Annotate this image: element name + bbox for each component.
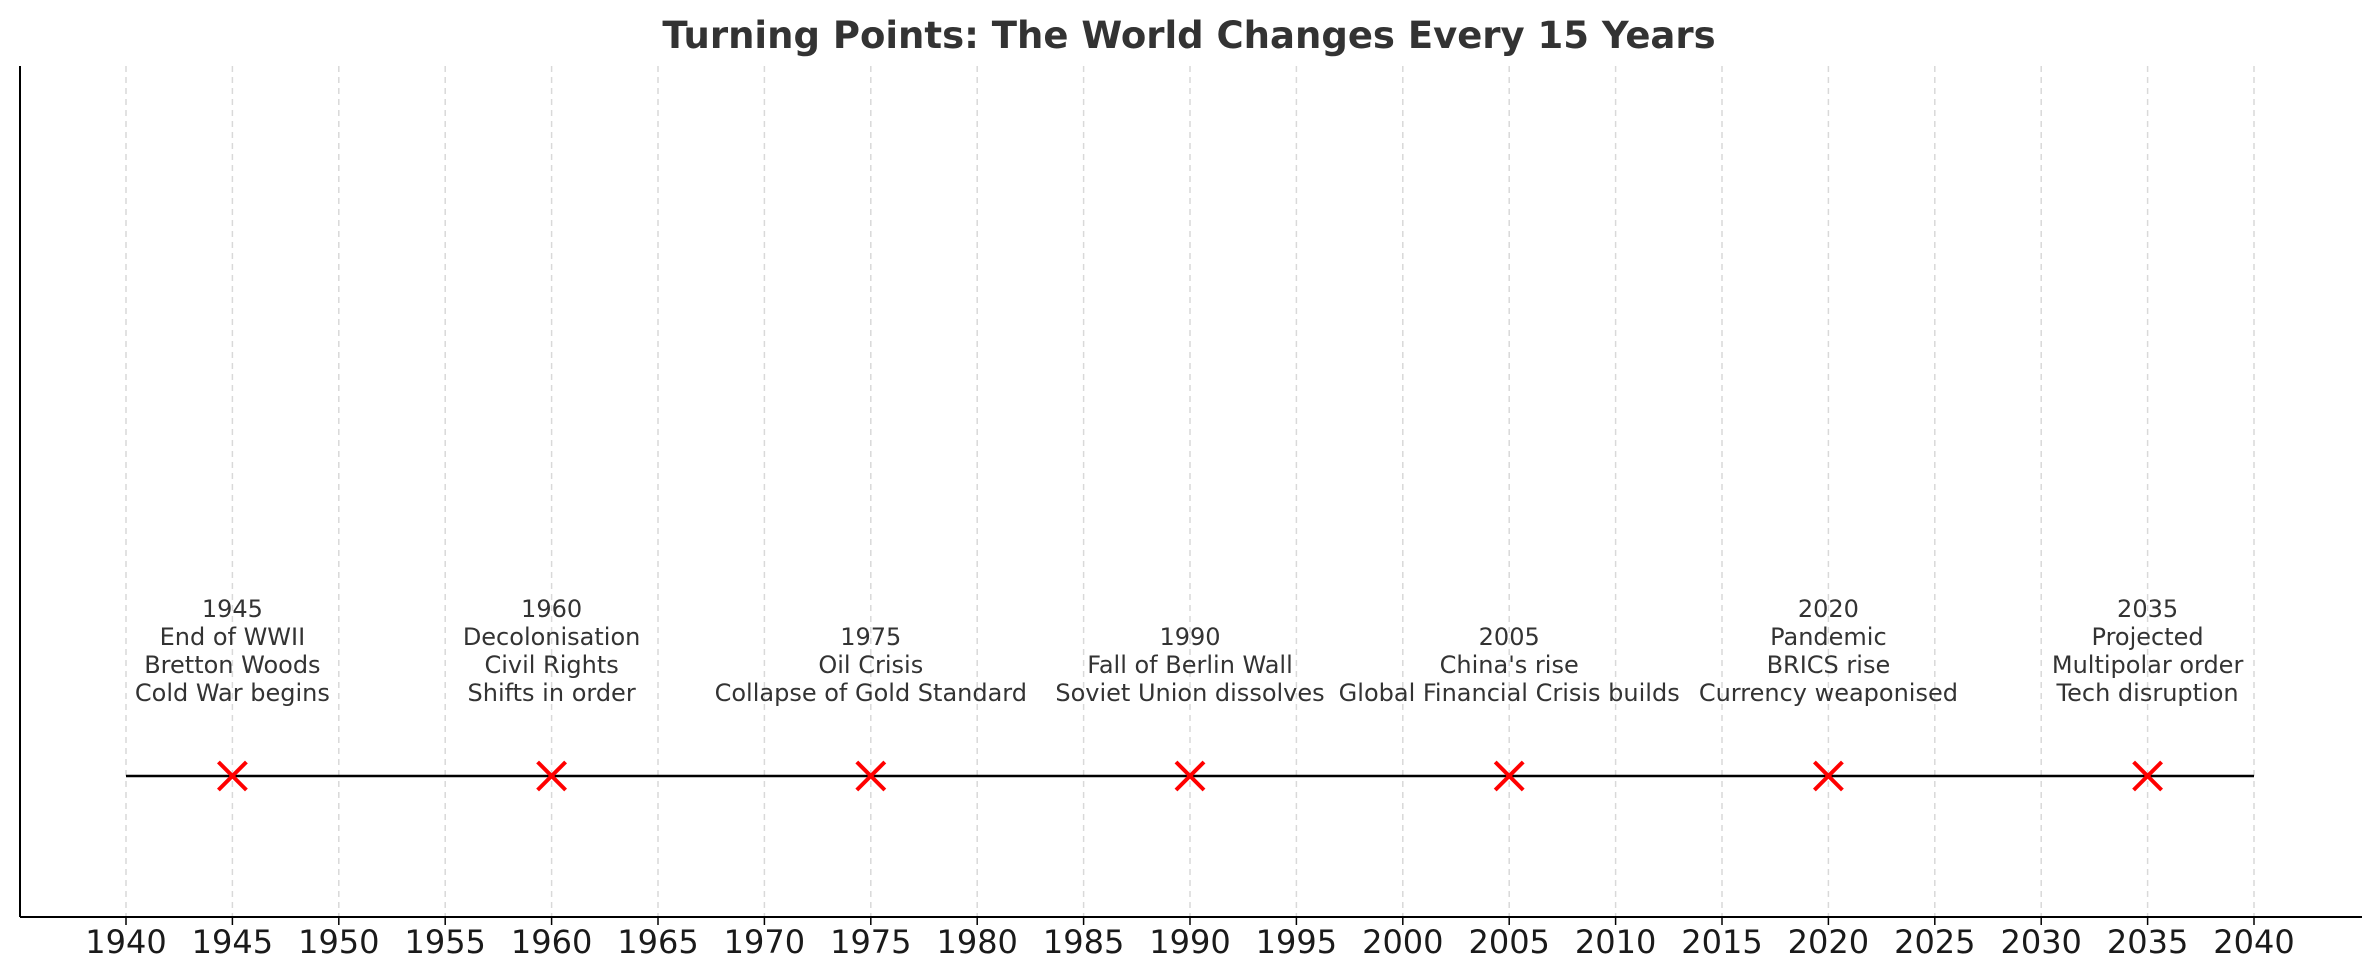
event-label-line: Pandemic bbox=[1770, 623, 1887, 651]
event-marker-1990 bbox=[1174, 760, 1206, 792]
x-tick-label-1990: 1990 bbox=[1149, 923, 1230, 961]
event-label-line: Decolonisation bbox=[463, 623, 641, 651]
x-tick-label-2020: 2020 bbox=[1788, 923, 1869, 961]
x-tick-label-1960: 1960 bbox=[511, 923, 592, 961]
x-tick-label-1995: 1995 bbox=[1256, 923, 1337, 961]
marker-stroke-b bbox=[2132, 760, 2164, 792]
marker-stroke-b bbox=[855, 760, 887, 792]
event-label-2035: 2035 Projected Multipolar order Tech disrup… bbox=[2052, 595, 2244, 707]
event-label-line: Shifts in order bbox=[468, 679, 636, 707]
event-marker-2035 bbox=[2132, 760, 2164, 792]
marker-stroke-b bbox=[536, 760, 568, 792]
x-tick-label-2000: 2000 bbox=[1362, 923, 1443, 961]
x-tick-label-2040: 2040 bbox=[2213, 923, 2294, 961]
event-label-line: 1960 bbox=[521, 595, 582, 623]
event-label-line: 2020 bbox=[1798, 595, 1859, 623]
event-marker-1960 bbox=[536, 760, 568, 792]
event-label-line: BRICS rise bbox=[1767, 651, 1891, 679]
event-label-line: 1975 bbox=[840, 623, 901, 651]
x-tick-label-1945: 1945 bbox=[192, 923, 273, 961]
x-tick-label-2030: 2030 bbox=[2000, 923, 2081, 961]
event-marker-1945 bbox=[216, 760, 248, 792]
event-label-line: 2005 bbox=[1479, 623, 1540, 651]
event-label-line: Civil Rights bbox=[484, 651, 618, 679]
event-label-line: China's rise bbox=[1440, 651, 1579, 679]
marker-stroke-b bbox=[1812, 760, 1844, 792]
event-label-line: 1945 bbox=[202, 595, 263, 623]
x-tick-label-1955: 1955 bbox=[404, 923, 485, 961]
x-tick-label-1965: 1965 bbox=[617, 923, 698, 961]
x-tick-label-2025: 2025 bbox=[1894, 923, 1975, 961]
x-tick-label-2005: 2005 bbox=[1468, 923, 1549, 961]
event-label-line: Global Financial Crisis builds bbox=[1339, 679, 1680, 707]
event-label-2005: 2005 China's rise Global Financial Crisis … bbox=[1339, 623, 1680, 707]
x-tick-label-1950: 1950 bbox=[298, 923, 379, 961]
event-label-line: Projected bbox=[2092, 623, 2204, 651]
x-tick-label-1985: 1985 bbox=[1043, 923, 1124, 961]
event-label-1945: 1945 End of WWII Bretton Woods Cold War beg… bbox=[135, 595, 330, 707]
event-marker-2020 bbox=[1812, 760, 1844, 792]
x-tick-label-2035: 2035 bbox=[2107, 923, 2188, 961]
x-tick-label-1980: 1980 bbox=[936, 923, 1017, 961]
event-label-1960: 1960 Decolonisation Civil Rights Shifts in … bbox=[463, 595, 641, 707]
event-label-line: Cold War begins bbox=[135, 679, 330, 707]
event-labels: 1945 End of WWII Bretton Woods Cold War beg… bbox=[135, 595, 2244, 707]
marker-stroke-b bbox=[1174, 760, 1206, 792]
event-label-line: Soviet Union dissolves bbox=[1055, 679, 1324, 707]
event-label-line: End of WWII bbox=[160, 623, 306, 651]
event-label-line: Fall of Berlin Wall bbox=[1087, 651, 1293, 679]
event-marker-1975 bbox=[855, 760, 887, 792]
grid-lines bbox=[125, 66, 2255, 917]
x-tick-label-2015: 2015 bbox=[1681, 923, 1762, 961]
event-label-1975: 1975 Oil Crisis Collapse of Gold Standard bbox=[715, 623, 1027, 707]
event-label-line: 2035 bbox=[2117, 595, 2178, 623]
x-tick-label-1940: 1940 bbox=[85, 923, 166, 961]
event-label-line: Oil Crisis bbox=[818, 651, 923, 679]
chart-title: Turning Points: The World Changes Every … bbox=[662, 14, 1715, 57]
event-label-line: Bretton Woods bbox=[144, 651, 320, 679]
event-label-2020: 2020 Pandemic BRICS rise Currency weaponise… bbox=[1699, 595, 1958, 707]
event-markers bbox=[216, 760, 2164, 792]
x-tick-labels: 1940 1945 1950 1955 1960 1965 1970 1975 1980 1985… bbox=[85, 923, 2294, 961]
marker-stroke-b bbox=[216, 760, 248, 792]
event-label-line: Tech disruption bbox=[2056, 679, 2239, 707]
event-label-line: Collapse of Gold Standard bbox=[715, 679, 1027, 707]
event-label-line: Currency weaponised bbox=[1699, 679, 1958, 707]
event-label-line: Multipolar order bbox=[2052, 651, 2244, 679]
event-label-1990: 1990 Fall of Berlin Wall Soviet Union diss… bbox=[1055, 623, 1324, 707]
event-marker-2005 bbox=[1493, 760, 1525, 792]
x-tick-label-1970: 1970 bbox=[724, 923, 805, 961]
x-tick-label-1975: 1975 bbox=[830, 923, 911, 961]
x-tick-label-2010: 2010 bbox=[1575, 923, 1656, 961]
marker-stroke-b bbox=[1493, 760, 1525, 792]
event-label-line: 1990 bbox=[1159, 623, 1220, 651]
axes bbox=[19, 66, 2362, 925]
